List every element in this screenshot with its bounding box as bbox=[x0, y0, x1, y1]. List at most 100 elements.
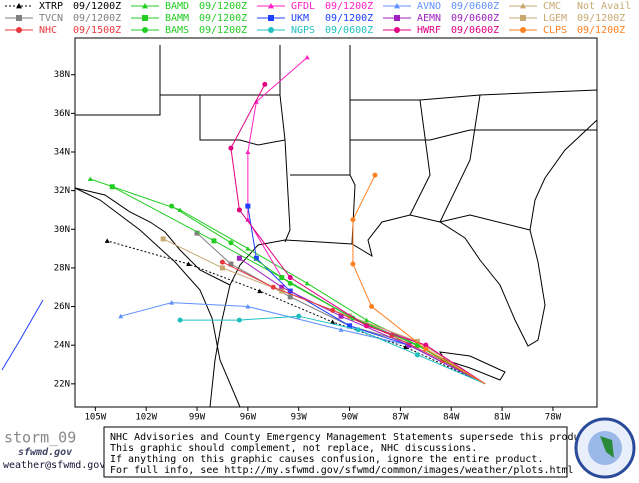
track-line bbox=[352, 174, 486, 385]
legend-name: BAMM bbox=[165, 13, 189, 24]
x-tick-label: 84W bbox=[443, 413, 460, 423]
track-marker bbox=[330, 319, 336, 324]
legend-time: 09/1200Z bbox=[73, 13, 121, 24]
legend-time: 09/1200Z bbox=[199, 13, 247, 24]
track-marker bbox=[109, 184, 115, 190]
track-marker bbox=[253, 255, 259, 261]
legend-time: 09/1200Z bbox=[73, 1, 121, 12]
track-marker bbox=[228, 240, 234, 246]
x-tick-label: 102W bbox=[135, 413, 157, 423]
x-tick-label: 93W bbox=[291, 413, 308, 423]
y-tick-label: 30N bbox=[54, 225, 70, 235]
track-marker bbox=[406, 342, 412, 348]
x-tick-label: 96W bbox=[240, 413, 257, 423]
track-line bbox=[222, 261, 486, 385]
legend-name: GFDL bbox=[291, 1, 315, 12]
y-tick-label: 28N bbox=[54, 263, 70, 273]
legend-time: 09/0600Z bbox=[451, 25, 499, 36]
legend-name: CLPS bbox=[543, 25, 567, 36]
track-marker bbox=[160, 236, 166, 242]
track-marker bbox=[304, 280, 310, 286]
coastlines bbox=[1, 45, 598, 408]
track-marker bbox=[350, 261, 356, 267]
logo bbox=[574, 417, 636, 479]
track-line bbox=[171, 205, 486, 385]
track-marker bbox=[194, 230, 200, 236]
track-marker bbox=[287, 294, 293, 300]
legend-time: 09/1200Z bbox=[325, 13, 373, 24]
track-marker bbox=[270, 284, 276, 290]
legend-marker bbox=[268, 27, 274, 33]
y-tick-label: 32N bbox=[54, 186, 70, 196]
track-marker bbox=[219, 259, 225, 265]
track-marker bbox=[245, 217, 251, 222]
legend-name: UKM bbox=[291, 13, 309, 24]
track-marker bbox=[287, 280, 293, 286]
track-marker bbox=[402, 344, 408, 350]
legend-name: NGPS bbox=[291, 25, 315, 36]
track-marker bbox=[169, 300, 175, 305]
legend-marker bbox=[394, 15, 400, 21]
track-marker bbox=[262, 81, 268, 87]
x-tick-label: 78W bbox=[545, 413, 562, 423]
notice-line: NHC Advisories and County Emergency Mana… bbox=[110, 432, 598, 443]
x-tick-label: 99W bbox=[189, 413, 206, 423]
legend-name: HWRF bbox=[417, 25, 441, 36]
legend-time: 09/1200Z bbox=[325, 1, 373, 12]
track-line bbox=[180, 315, 486, 385]
legend-marker bbox=[142, 3, 148, 9]
track-marker bbox=[104, 238, 110, 243]
track-marker bbox=[211, 238, 217, 244]
track-marker bbox=[118, 313, 124, 319]
track-marker bbox=[228, 145, 234, 151]
notice-box bbox=[103, 426, 568, 478]
map-frame bbox=[74, 37, 598, 408]
track-line bbox=[120, 302, 486, 385]
track-marker bbox=[287, 275, 293, 281]
legend-name: LGEM bbox=[543, 13, 567, 24]
track-marker bbox=[304, 54, 310, 60]
offmap-track bbox=[1, 299, 44, 371]
track-marker bbox=[245, 149, 251, 154]
track-line bbox=[230, 84, 486, 385]
track-marker bbox=[245, 246, 251, 251]
legend-name: NHC bbox=[39, 25, 57, 36]
track-marker bbox=[236, 207, 242, 213]
site-label: sfwmd.gov bbox=[18, 447, 73, 458]
us-mexico-border bbox=[74, 187, 231, 286]
legend-marker bbox=[520, 3, 526, 9]
track-marker bbox=[87, 176, 93, 182]
y-tick-label: 34N bbox=[54, 147, 70, 157]
track-marker bbox=[330, 307, 336, 313]
legend-marker bbox=[394, 27, 400, 33]
legend-name: AEMN bbox=[417, 13, 441, 24]
legend-name: BAMD bbox=[165, 1, 189, 12]
x-tick-label: 90W bbox=[341, 413, 358, 423]
track-line bbox=[247, 56, 486, 385]
track-marker bbox=[279, 288, 285, 294]
legend-marker bbox=[268, 3, 274, 9]
legend-time: 09/1200Z bbox=[577, 13, 625, 24]
legend-time: 09/1200Z bbox=[577, 25, 625, 36]
legend-marker bbox=[16, 15, 22, 21]
legend-marker bbox=[520, 15, 526, 21]
track-marker bbox=[338, 313, 344, 319]
track-marker bbox=[347, 323, 353, 329]
track-marker bbox=[338, 327, 344, 332]
legend-marker bbox=[16, 3, 22, 9]
track-marker bbox=[414, 338, 420, 344]
track-marker bbox=[236, 317, 242, 323]
legend-marker bbox=[268, 15, 274, 21]
track-marker bbox=[279, 284, 285, 290]
track-marker bbox=[177, 317, 183, 323]
notice-line: If anything on this graphic causes confu… bbox=[110, 454, 543, 465]
legend-time: 09/0600Z bbox=[451, 1, 499, 12]
track-marker bbox=[219, 265, 225, 271]
y-tick-label: 26N bbox=[54, 302, 70, 312]
legend-name: TVCN bbox=[39, 13, 63, 24]
track-marker bbox=[169, 203, 175, 209]
y-tick-label: 36N bbox=[54, 109, 70, 119]
track-marker bbox=[369, 304, 375, 310]
notice-line: This graphic should complement, not repl… bbox=[110, 443, 477, 454]
